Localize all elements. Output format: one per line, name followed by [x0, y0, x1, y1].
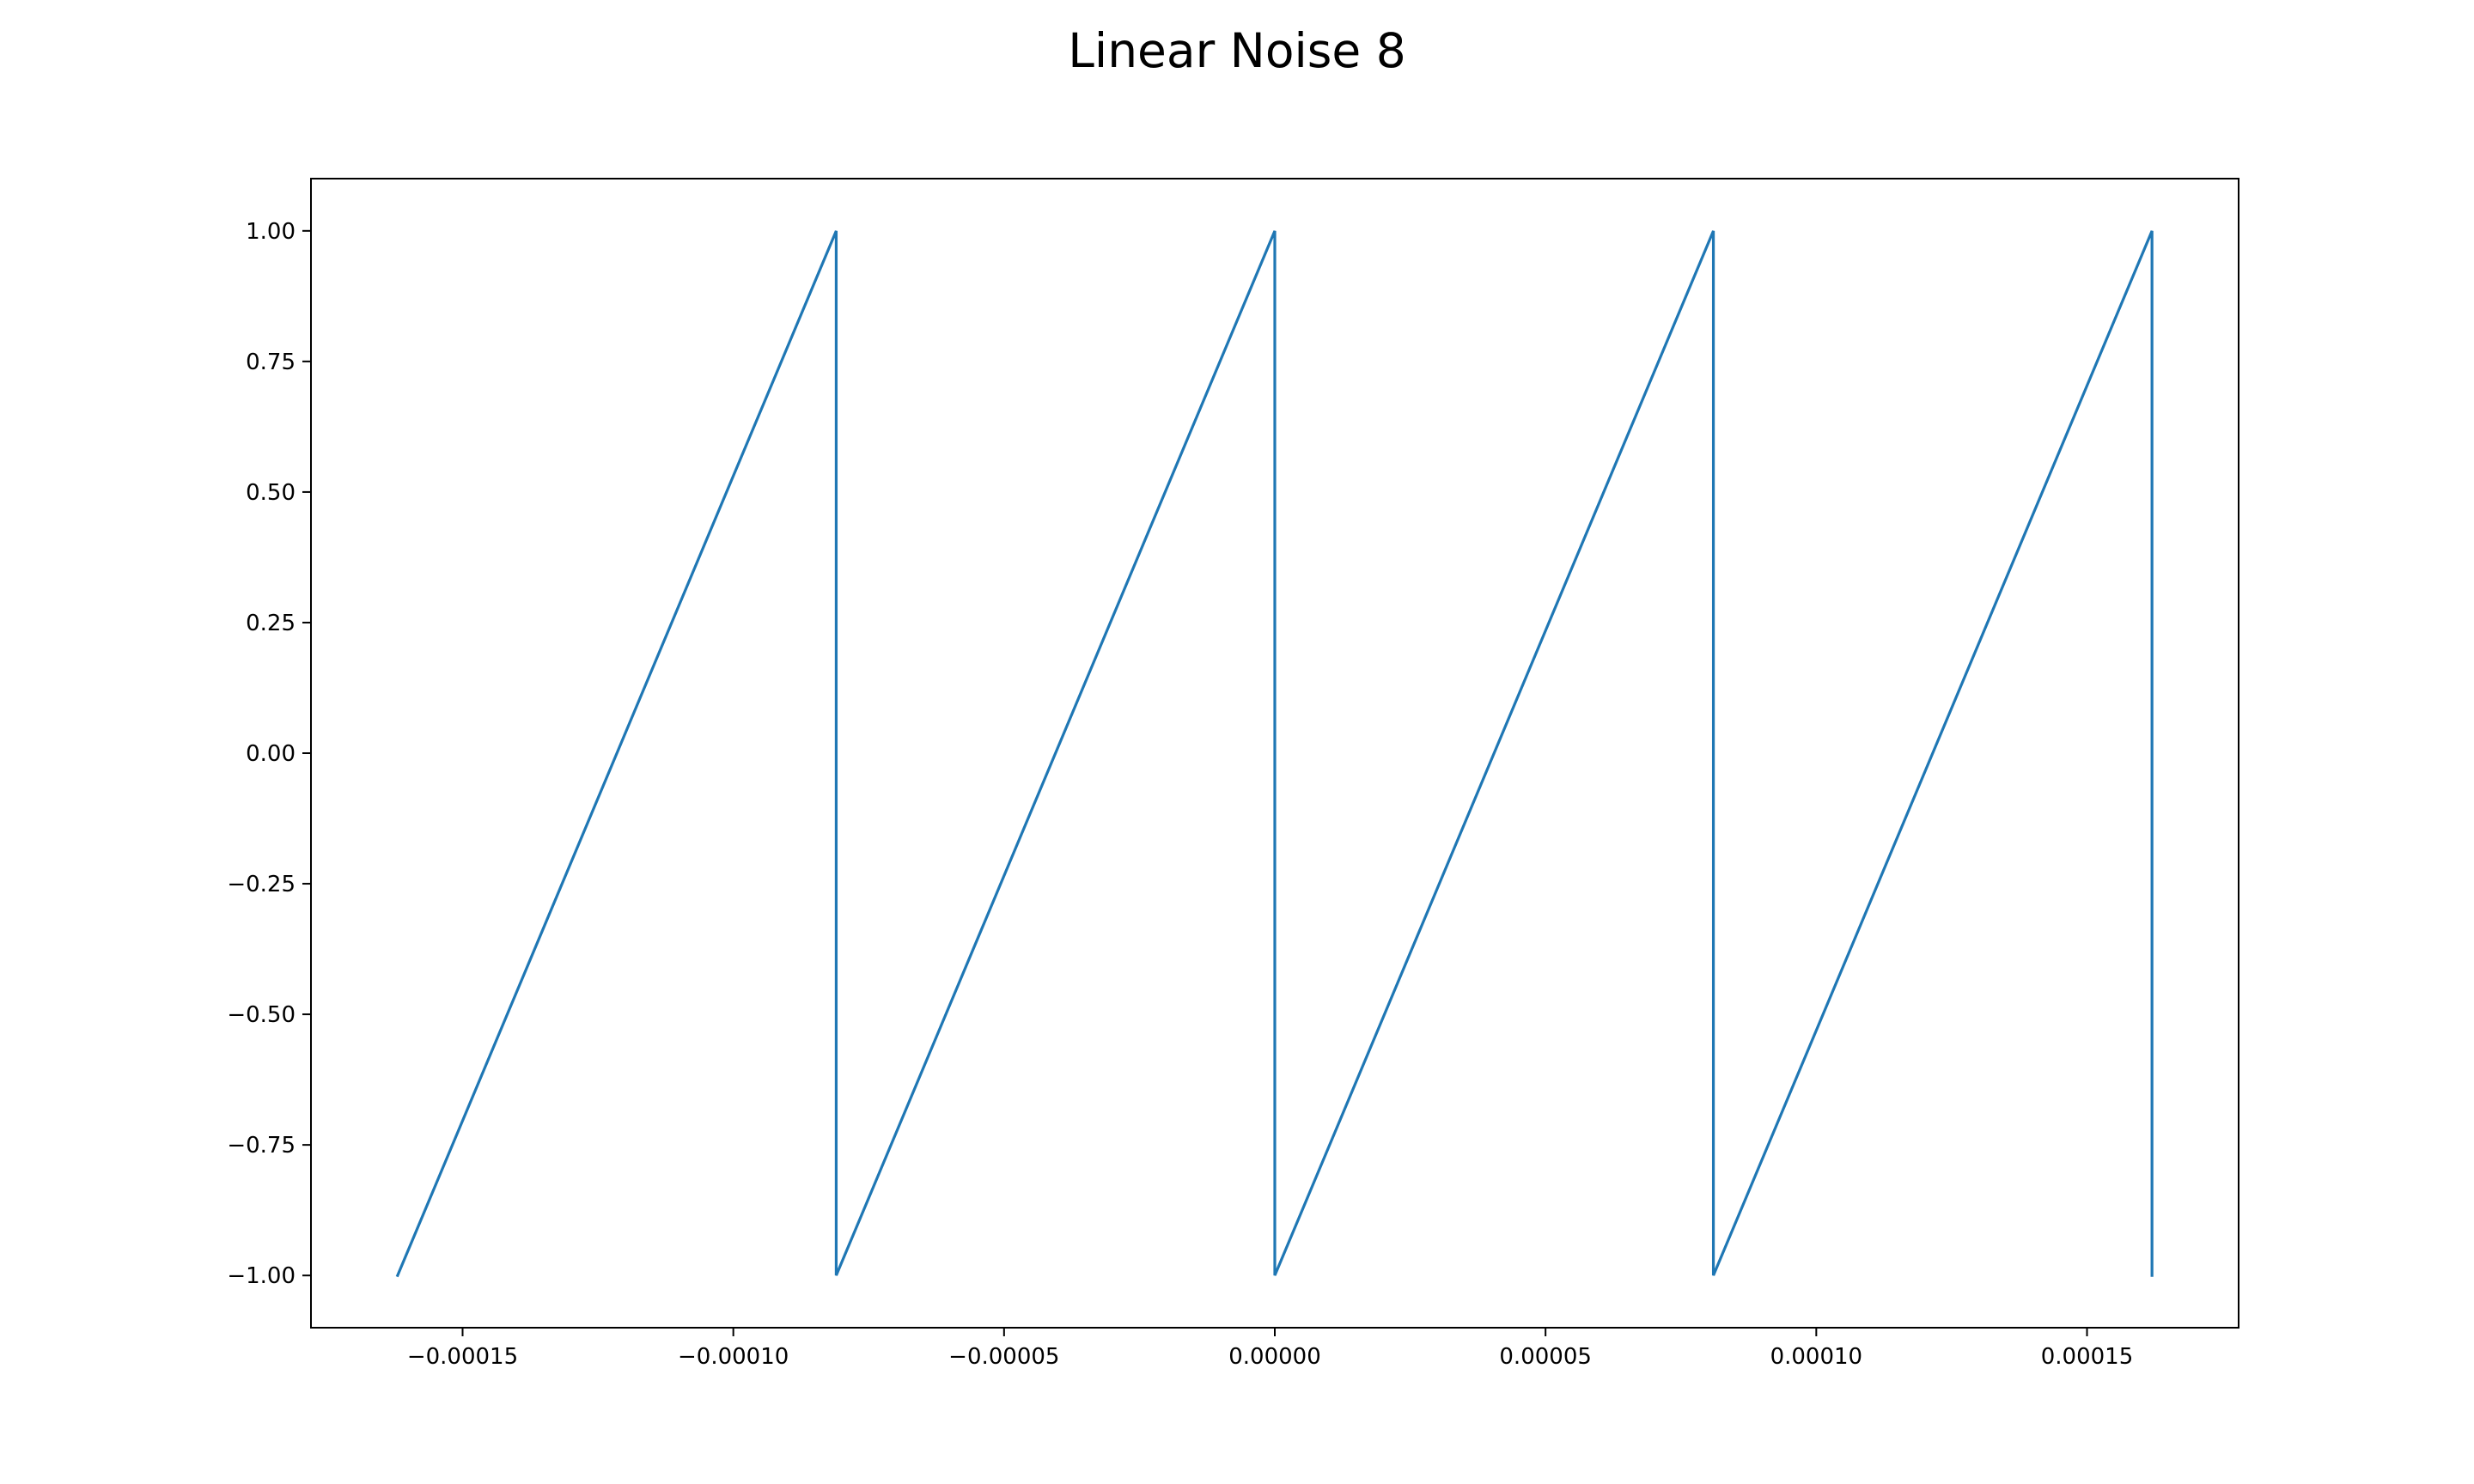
x-tick-label: 0.00015 [2041, 1344, 2134, 1370]
x-tick-label: 0.00010 [1770, 1344, 1863, 1370]
series-line-0 [395, 230, 2154, 1278]
x-tick-label: −0.00005 [948, 1344, 1059, 1370]
y-tick-label: −0.50 [227, 1002, 296, 1028]
y-tick-label: −0.75 [227, 1133, 296, 1159]
y-tick-label: 1.00 [246, 219, 296, 245]
y-axis: 1.00 0.75 0.50 0.25 0.00 −0.25 −0.50 −0.75 −1.00 [227, 219, 311, 1289]
y-tick-label: 0.50 [246, 480, 296, 506]
chart-title: Linear Noise 8 [1068, 23, 1405, 78]
axes-frame [310, 178, 2239, 1329]
x-tick-label: 0.00000 [1228, 1344, 1321, 1370]
y-tick-label: −0.25 [227, 872, 296, 897]
y-tick-label: −1.00 [227, 1263, 296, 1289]
x-axis: −0.00015 −0.00010 −0.00005 0.00000 0.00005 0.… [407, 1328, 2133, 1370]
y-tick-label: 0.25 [246, 611, 296, 636]
plot-area [395, 230, 2154, 1278]
x-tick-label: 0.00005 [1499, 1344, 1592, 1370]
y-tick-label: 0.00 [246, 741, 296, 767]
x-tick-label: −0.00015 [407, 1344, 518, 1370]
x-tick-label: −0.00010 [678, 1344, 789, 1370]
y-tick-label: 0.75 [246, 350, 296, 375]
